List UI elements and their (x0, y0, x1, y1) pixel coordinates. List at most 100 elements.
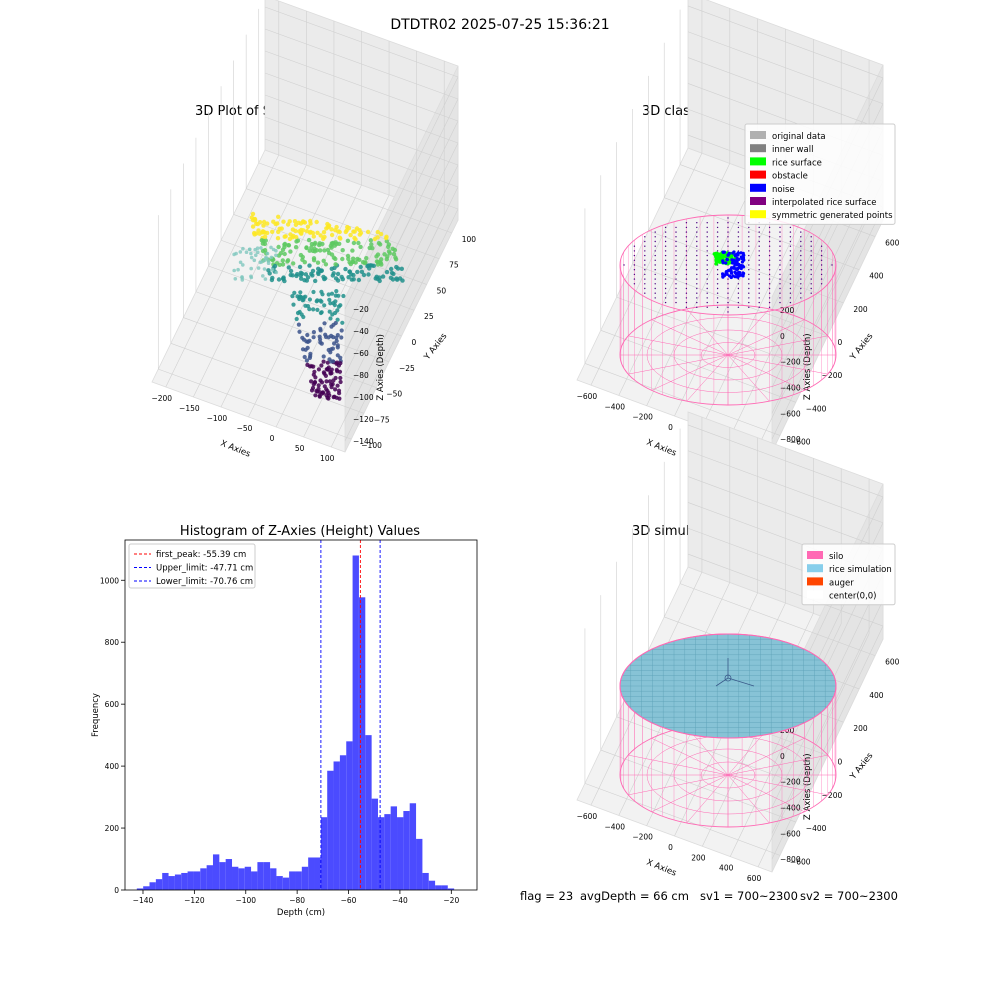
p2-interp-point (706, 250, 708, 252)
p2-interp-point (706, 287, 708, 290)
hist-legend-label: Lower_limit: -70.76 cm (156, 577, 253, 587)
p1-point (317, 394, 322, 399)
p2-interp-point (779, 297, 781, 299)
p4-top-ring-outline (619, 633, 837, 739)
p2-noise-point (729, 275, 733, 280)
p2-interp-point (748, 245, 750, 247)
p1-point (325, 225, 331, 230)
p4-x-tick: 0 (668, 843, 673, 852)
hist-bar (422, 872, 429, 890)
footer-avg-depth: avgDepth = 66 cm (580, 889, 689, 903)
p2-interp-point (664, 301, 667, 304)
p4-legend-label: center(0,0) (829, 592, 877, 602)
p2-interp-point (685, 273, 688, 276)
p2-noise-point (737, 266, 741, 270)
p1-point (319, 268, 324, 273)
p4-bottom-spoke (727, 774, 770, 824)
p1-point (305, 332, 310, 338)
p1-point (240, 276, 244, 280)
p2-interp-point (779, 287, 781, 290)
p2-interp-point (685, 245, 688, 247)
p2-interp-point (685, 240, 688, 243)
p2-interp-point (706, 231, 708, 233)
p1-point (394, 276, 399, 281)
p1-point (326, 390, 331, 395)
p1-point (311, 335, 316, 340)
hist-bar (320, 817, 328, 890)
p2-interp-point (748, 259, 750, 261)
p1-point (333, 299, 338, 304)
p2-interp-point (644, 264, 646, 266)
p1-point (275, 221, 280, 226)
p2-interp-point (748, 306, 750, 308)
p4-y-tick: 600 (885, 658, 900, 667)
p1-point (321, 354, 326, 359)
p4-bottom-spoke (686, 774, 729, 824)
p2-interp-point (696, 254, 698, 257)
p1-y-label: Y Axies (422, 331, 450, 363)
p1-grid-z (344, 142, 459, 376)
p1-point (288, 268, 294, 274)
hist-bar (390, 806, 398, 890)
p1-point (311, 307, 316, 312)
p1-point (337, 229, 342, 235)
p2-legend-swatch (750, 183, 766, 192)
hist-bar (295, 871, 302, 890)
p2-interp-point (758, 283, 760, 285)
p1-x-tick: 50 (295, 444, 305, 453)
p1-point (299, 276, 304, 281)
p2-interp-point (789, 292, 792, 294)
p1-point (329, 385, 334, 390)
p4-center-marker (724, 674, 732, 682)
p1-point (233, 277, 238, 281)
p1-point (315, 230, 320, 235)
p1-point (384, 257, 389, 262)
p2-interp-point (779, 240, 781, 243)
hist-bar (314, 857, 321, 890)
p2-interp-point (758, 273, 760, 276)
p2-grid-y (616, 296, 812, 370)
p2-legend-label: inner wall (772, 145, 813, 155)
p1-point (319, 299, 324, 304)
p1-point (374, 259, 380, 264)
hist-bar (339, 755, 347, 890)
p4-legend (801, 543, 896, 606)
p2-interp-point (737, 240, 740, 243)
p1-point (295, 238, 301, 243)
p2-interp-point (748, 292, 750, 294)
p1-point (340, 320, 345, 325)
p2-noise-point (724, 261, 728, 265)
p1-point (270, 267, 275, 272)
p1-point (287, 219, 292, 224)
p1-point (326, 335, 331, 340)
p2-interp-point (748, 301, 750, 304)
p2-interp-point (633, 245, 636, 247)
p2-interp-point (758, 278, 760, 280)
p1-point (258, 260, 263, 265)
p1-point (328, 301, 333, 306)
p2-interp-point (644, 254, 646, 257)
p4-grid-y (584, 783, 781, 856)
p2-interp-point (664, 278, 667, 280)
hist-legend-label: Upper_limit: -47.71 cm (156, 564, 253, 574)
p2-interp-point (800, 292, 802, 294)
p2-noise-point (721, 259, 725, 263)
p4-bottom-spoke (651, 738, 729, 776)
p1-point (329, 245, 334, 250)
p1-point (296, 322, 301, 327)
p2-bottom-spoke (628, 354, 729, 375)
p4-z-tick: −400 (780, 803, 801, 812)
hist-bar (308, 857, 315, 890)
p1-point (286, 265, 291, 270)
p1-point (278, 251, 284, 256)
p2-interp-point (810, 236, 812, 238)
p2-legend-label: original data (772, 132, 826, 142)
p1-point (338, 375, 343, 381)
p2-interp-point (789, 287, 792, 290)
p1-point (238, 250, 243, 254)
p2-interp-point (737, 231, 740, 233)
p2-interp-point (758, 292, 760, 294)
p1-point (307, 297, 312, 302)
p2-interp-point (768, 259, 771, 261)
p1-point (312, 369, 317, 374)
